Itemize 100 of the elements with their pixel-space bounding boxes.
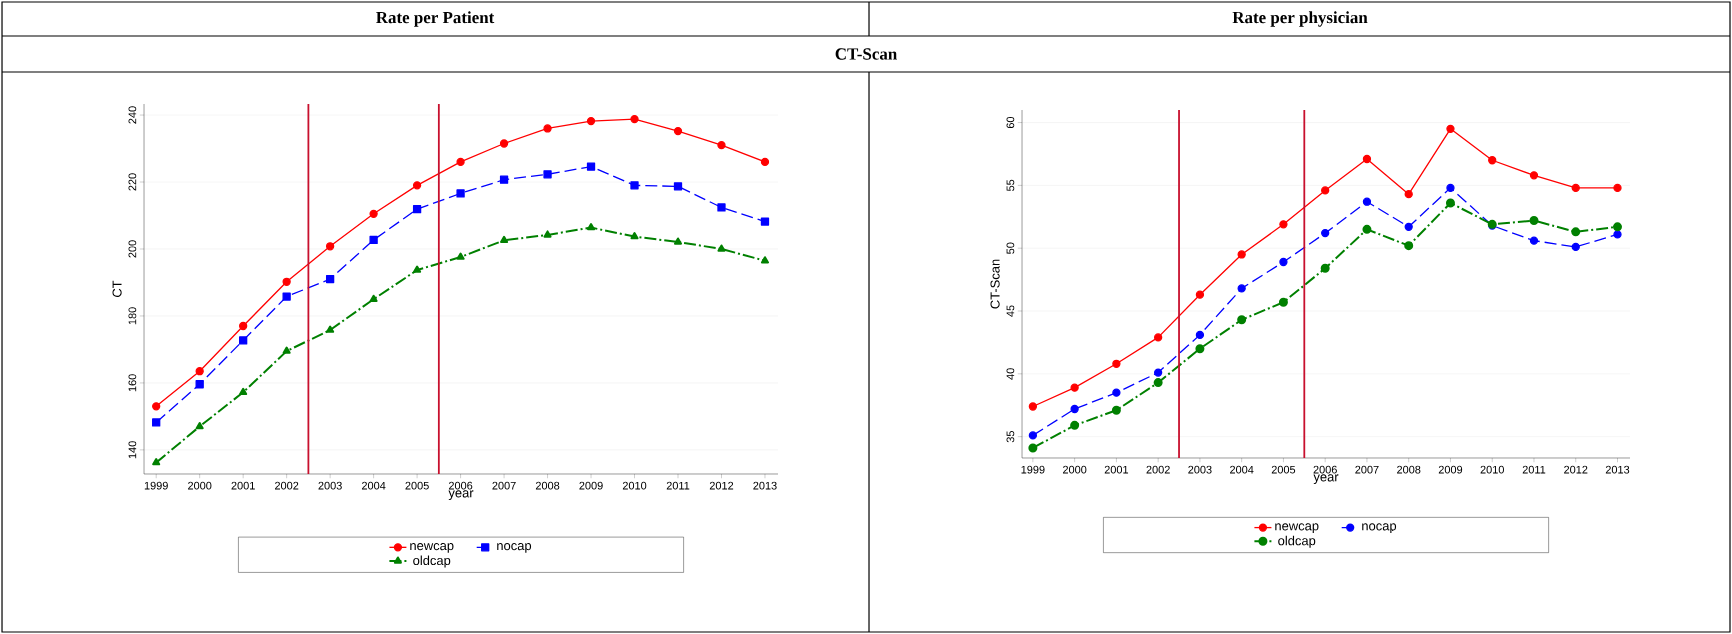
point xyxy=(499,139,509,148)
point xyxy=(760,256,769,264)
x-tick-label: 2002 xyxy=(275,481,299,490)
point xyxy=(1279,220,1288,229)
legend-label: oldcap xyxy=(413,555,451,568)
y-axis-title: CT xyxy=(112,280,122,297)
point xyxy=(456,252,465,260)
y-tick-label: 55 xyxy=(1006,179,1015,192)
point xyxy=(412,204,422,214)
point xyxy=(673,182,683,191)
x-tick-label: 2001 xyxy=(1104,465,1129,474)
point xyxy=(1070,404,1079,414)
point xyxy=(1613,222,1622,232)
legend-label: nocap xyxy=(497,543,532,553)
legend-label: newcap xyxy=(1275,523,1319,534)
x-tick-label: 2013 xyxy=(1605,465,1630,474)
y-tick-label: 40 xyxy=(1006,368,1015,380)
point xyxy=(413,265,422,273)
point xyxy=(1237,250,1246,259)
point xyxy=(1571,227,1581,237)
x-tick-label: 1999 xyxy=(1021,465,1045,474)
x-tick-label: 2003 xyxy=(1188,465,1212,474)
point xyxy=(239,387,248,396)
x-tick-label: 2011 xyxy=(1522,465,1546,474)
point xyxy=(760,217,770,226)
point xyxy=(1195,344,1205,354)
point xyxy=(1153,378,1163,388)
point xyxy=(1070,420,1080,430)
y-tick-label: 140 xyxy=(128,441,137,459)
point xyxy=(1028,402,1038,411)
x-tick-label: 2004 xyxy=(1230,465,1254,474)
point xyxy=(1279,257,1288,267)
point xyxy=(1613,183,1622,193)
x-tick-label: 1999 xyxy=(144,481,168,490)
x-tick-label: 2006 xyxy=(1313,465,1337,474)
y-tick-label: 60 xyxy=(1006,116,1015,129)
point xyxy=(543,124,552,133)
point xyxy=(1571,183,1580,193)
point xyxy=(543,230,552,238)
point xyxy=(412,181,422,190)
point xyxy=(1362,197,1372,206)
point xyxy=(369,294,378,302)
point xyxy=(1070,383,1079,392)
point xyxy=(760,157,770,167)
point xyxy=(369,235,378,245)
y-tick-label: 35 xyxy=(1006,431,1015,443)
point xyxy=(152,402,161,411)
y-tick-label: 45 xyxy=(1006,305,1015,317)
point xyxy=(1529,236,1539,245)
x-tick-label: 2012 xyxy=(1564,465,1588,474)
point xyxy=(543,170,552,179)
point xyxy=(1529,216,1539,226)
point xyxy=(1321,186,1330,195)
point xyxy=(1111,405,1121,415)
point xyxy=(456,157,465,167)
x-axis-title: year xyxy=(1313,474,1339,485)
x-tick-label: 2003 xyxy=(318,481,342,490)
point xyxy=(673,237,683,245)
y-tick-label: 180 xyxy=(128,307,137,325)
point xyxy=(1028,443,1038,453)
x-tick-label: 2005 xyxy=(1271,465,1296,474)
point xyxy=(1404,241,1414,251)
point xyxy=(1320,263,1330,273)
point xyxy=(1154,333,1163,342)
x-tick-label: 2011 xyxy=(666,481,690,490)
x-tick-label: 2007 xyxy=(492,481,516,490)
point xyxy=(195,421,204,430)
point xyxy=(1362,154,1372,164)
text: CT-Scan xyxy=(835,48,897,60)
point xyxy=(587,223,596,231)
point xyxy=(1195,290,1205,299)
legend-label: oldcap xyxy=(1278,535,1316,548)
point xyxy=(1404,190,1413,199)
y-axis-title: CT-Scan xyxy=(990,259,1000,309)
point xyxy=(1613,230,1622,239)
chart-title: Rate per physician xyxy=(1232,11,1368,27)
x-tick-label: 2005 xyxy=(405,481,429,490)
x-tick-label: 2009 xyxy=(579,481,603,490)
point xyxy=(1446,124,1455,133)
point xyxy=(586,162,596,171)
x-tick-label: 2002 xyxy=(1146,465,1170,474)
point xyxy=(1488,156,1497,165)
point xyxy=(369,209,378,218)
point xyxy=(1112,388,1121,397)
point xyxy=(239,321,248,331)
point xyxy=(325,274,335,284)
point xyxy=(500,235,509,244)
x-tick-label: 2010 xyxy=(1480,465,1504,474)
point xyxy=(1154,368,1163,377)
point xyxy=(1529,171,1539,180)
x-tick-label: 2000 xyxy=(1062,465,1087,474)
chart-title: Rate per Patient xyxy=(376,11,495,27)
point xyxy=(630,181,639,190)
point xyxy=(282,277,291,286)
point xyxy=(456,189,465,198)
point xyxy=(282,292,291,301)
point xyxy=(1112,359,1121,368)
x-tick-label: 2013 xyxy=(753,481,777,490)
point xyxy=(152,458,161,466)
x-tick-label: 2004 xyxy=(361,481,386,490)
